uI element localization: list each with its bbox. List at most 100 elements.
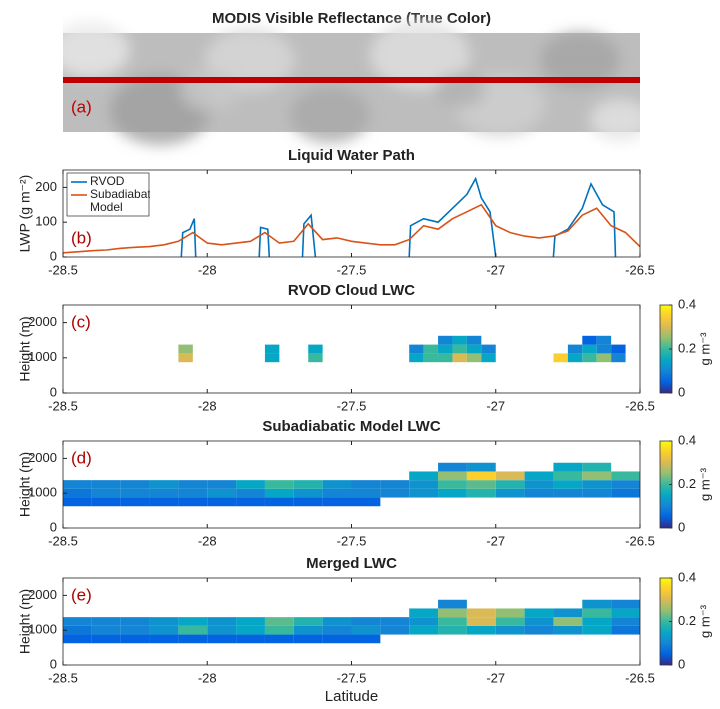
heatmap-cell xyxy=(524,488,554,498)
x-tick-label: -27 xyxy=(486,398,505,413)
heatmap-cell xyxy=(120,617,150,626)
heatmap-cell xyxy=(207,497,237,507)
heatmap-cell xyxy=(524,471,554,481)
heatmap-cell xyxy=(264,497,294,507)
heatmap-cell xyxy=(351,634,381,644)
x-tick-label: -28 xyxy=(198,533,217,548)
plot-area xyxy=(63,305,640,393)
heatmap-cell xyxy=(264,480,294,489)
colorbar-label: g m⁻³ xyxy=(697,332,712,366)
heatmap-cell xyxy=(495,608,525,618)
heatmap-cell xyxy=(293,497,323,507)
heatmap-cell xyxy=(423,344,439,354)
y-axis-label: LWP (g m⁻²) xyxy=(17,175,33,253)
heatmap-cell xyxy=(91,488,121,498)
heatmap-cell xyxy=(236,617,265,626)
heatmap-cell xyxy=(495,471,525,481)
heatmap-cell xyxy=(438,471,467,481)
heatmap-cell xyxy=(322,497,352,507)
heatmap-cell xyxy=(236,480,265,489)
cloud-texture xyxy=(370,20,470,90)
heatmap-cell xyxy=(611,353,626,363)
x-tick-label: -28 xyxy=(198,262,217,277)
heatmap-cell xyxy=(236,497,265,507)
heatmap-cell xyxy=(582,462,612,472)
colorbar-tick-label: 0 xyxy=(678,656,685,671)
heatmap-cell xyxy=(466,608,496,618)
image-texture xyxy=(50,20,650,145)
heatmap-cell xyxy=(452,335,467,345)
heatmap-cell xyxy=(264,625,294,635)
heatmap-cell xyxy=(178,625,208,635)
heatmap-cell xyxy=(409,353,424,363)
heatmap-cell xyxy=(611,608,640,618)
heatmap-cell xyxy=(582,471,612,481)
panel-title: Liquid Water Path xyxy=(288,147,415,164)
heatmap-cell xyxy=(149,634,179,644)
heatmap-cell xyxy=(207,480,237,489)
plot-area xyxy=(63,170,640,257)
heatmap-cell xyxy=(63,625,92,635)
x-tick-label: -26.5 xyxy=(625,533,655,548)
heatmap-cell xyxy=(91,480,121,489)
heatmap-cell xyxy=(582,488,612,498)
colorbar-tick-label: 0.4 xyxy=(678,569,696,584)
cloud-texture xyxy=(180,69,240,111)
heatmap-cell xyxy=(207,625,237,635)
heatmap-cell xyxy=(438,344,453,354)
colorbar-tick-label: 0.2 xyxy=(678,340,696,355)
heatmap-cell xyxy=(438,353,453,363)
heatmap-cell xyxy=(149,497,179,507)
heatmap-cell xyxy=(149,625,179,635)
heatmap-cell xyxy=(380,488,410,498)
colorbar-tick-label: 0.4 xyxy=(678,296,696,311)
cloud-texture xyxy=(290,87,370,143)
heatmap-cell xyxy=(293,625,323,635)
heatmap-cell xyxy=(553,617,583,626)
heatmap-cell xyxy=(596,335,612,345)
heatmap-cell xyxy=(236,634,265,644)
y-tick-label: 0 xyxy=(50,519,57,534)
legend-entry: RVOD xyxy=(90,175,124,188)
heatmap-cell xyxy=(553,608,583,618)
heatmap-cell xyxy=(466,344,482,354)
heatmap-cell xyxy=(351,497,381,507)
colorbar-tick-label: 0.2 xyxy=(678,476,696,491)
panel-label: (c) xyxy=(71,312,91,331)
heatmap-cell xyxy=(91,497,121,507)
y-tick-label: 100 xyxy=(35,214,57,229)
heatmap-cell xyxy=(582,617,612,626)
panel-label: (a) xyxy=(71,97,92,116)
x-tick-label: -28 xyxy=(198,670,217,685)
heatmap-cell xyxy=(236,488,265,498)
heatmap-cell xyxy=(207,617,237,626)
heatmap-cell xyxy=(438,462,467,472)
y-tick-label: 0 xyxy=(50,656,57,671)
panel-title: Merged LWC xyxy=(306,555,397,572)
heatmap-cell xyxy=(149,488,179,498)
x-tick-label: -26.5 xyxy=(625,670,655,685)
heatmap-cell xyxy=(567,353,583,363)
y-tick-label: 2000 xyxy=(28,587,57,602)
heatmap-cell xyxy=(120,625,150,635)
heatmap-cell xyxy=(611,480,640,489)
x-tick-label: -27 xyxy=(486,670,505,685)
heatmap-cell xyxy=(438,480,467,489)
colorbar-tick-label: 0.2 xyxy=(678,613,696,628)
heatmap-cell xyxy=(322,625,352,635)
legend-label: Subadiabatic Model xyxy=(90,188,150,214)
heatmap-cell xyxy=(351,488,381,498)
heatmap-cell xyxy=(466,617,496,626)
x-tick-label: -27.5 xyxy=(337,398,367,413)
heatmap-cell xyxy=(409,344,424,354)
heatmap-cell xyxy=(293,488,323,498)
heatmap-cell xyxy=(264,488,294,498)
heatmap-cell xyxy=(582,608,612,618)
heatmap-cell xyxy=(438,335,453,345)
x-axis-label: Latitude xyxy=(325,688,378,705)
heatmap-cell xyxy=(293,480,323,489)
heatmap-cell xyxy=(308,344,323,354)
heatmap-cell xyxy=(495,625,525,635)
image-mask-left xyxy=(0,13,63,152)
